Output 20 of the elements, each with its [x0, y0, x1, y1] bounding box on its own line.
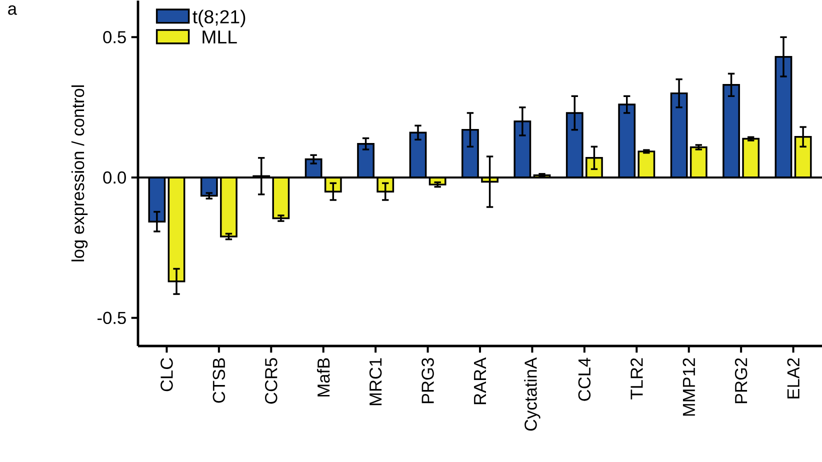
x-tick-label: PRG3	[422, 358, 434, 404]
x-tick-label: MRC1	[369, 358, 382, 406]
legend-label: MLL	[202, 30, 237, 44]
y-tick-label: 0.5	[103, 31, 126, 44]
x-tick-label: CyctatinA	[524, 357, 540, 431]
x-tick-label: MMP12	[682, 358, 695, 416]
x-tick-label: MafB	[317, 358, 330, 396]
text: a	[8, 5, 18, 15]
x-tick-label: RARA	[474, 357, 486, 404]
x-tick-label: CCL4	[578, 358, 591, 401]
x-tick-label: CLC	[160, 358, 173, 392]
y-tick-label: 0.0	[103, 171, 126, 184]
x-tick-label: ELA2	[787, 358, 800, 398]
legend-label: t(8;21)	[192, 10, 246, 28]
y-axis-title: log expression / control	[71, 85, 88, 262]
x-tick-label: TLR2	[630, 358, 643, 400]
x-tick-label: CCR5	[265, 358, 278, 404]
y-tick-label: -0.5	[98, 312, 126, 324]
x-tick-label: PRG2	[734, 358, 748, 404]
x-tick-label: CTSB	[212, 358, 226, 403]
